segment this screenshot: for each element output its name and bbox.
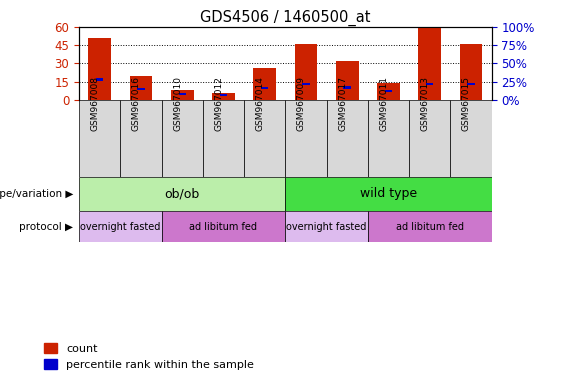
Text: ad libitum fed: ad libitum fed bbox=[396, 222, 464, 232]
Text: GSM967012: GSM967012 bbox=[215, 76, 224, 131]
Bar bbox=[327, 100, 368, 177]
Bar bbox=[171, 90, 194, 100]
Bar bbox=[79, 100, 120, 177]
Text: overnight fasted: overnight fasted bbox=[286, 222, 367, 232]
Text: GSM967015: GSM967015 bbox=[462, 76, 471, 131]
Text: GSM967009: GSM967009 bbox=[297, 76, 306, 131]
Text: GSM967013: GSM967013 bbox=[421, 76, 430, 131]
Bar bbox=[244, 100, 285, 177]
Bar bbox=[129, 76, 153, 100]
Text: protocol ▶: protocol ▶ bbox=[19, 222, 73, 232]
Bar bbox=[261, 87, 268, 89]
Bar bbox=[418, 28, 441, 100]
Bar bbox=[88, 38, 111, 100]
Text: GSM967017: GSM967017 bbox=[338, 76, 347, 131]
Bar bbox=[96, 78, 103, 81]
Bar bbox=[162, 100, 203, 177]
Bar bbox=[285, 100, 327, 177]
Text: ad libitum fed: ad libitum fed bbox=[189, 222, 258, 232]
Text: GSM967008: GSM967008 bbox=[91, 76, 100, 131]
Bar bbox=[467, 83, 475, 85]
Bar bbox=[285, 211, 368, 242]
Text: GSM967014: GSM967014 bbox=[256, 76, 265, 131]
Bar bbox=[368, 211, 492, 242]
Bar bbox=[220, 94, 227, 96]
Bar bbox=[426, 83, 433, 85]
Title: GDS4506 / 1460500_at: GDS4506 / 1460500_at bbox=[200, 9, 371, 25]
Bar bbox=[79, 211, 162, 242]
Bar bbox=[120, 100, 162, 177]
Bar bbox=[409, 100, 450, 177]
Bar bbox=[162, 211, 285, 242]
Legend: count, percentile rank within the sample: count, percentile rank within the sample bbox=[40, 339, 258, 375]
Bar bbox=[203, 100, 244, 177]
Bar bbox=[212, 93, 235, 100]
Bar bbox=[302, 83, 310, 85]
Bar bbox=[377, 83, 400, 100]
Text: ob/ob: ob/ob bbox=[164, 187, 200, 200]
Bar bbox=[344, 86, 351, 89]
Text: genotype/variation ▶: genotype/variation ▶ bbox=[0, 189, 73, 199]
Text: GSM967016: GSM967016 bbox=[132, 76, 141, 131]
Bar bbox=[179, 93, 186, 95]
Bar bbox=[336, 61, 359, 100]
Bar bbox=[459, 44, 483, 100]
Bar bbox=[294, 44, 318, 100]
Text: GSM967010: GSM967010 bbox=[173, 76, 182, 131]
Text: GSM967011: GSM967011 bbox=[380, 76, 389, 131]
Bar bbox=[450, 100, 492, 177]
Text: overnight fasted: overnight fasted bbox=[80, 222, 160, 232]
Text: wild type: wild type bbox=[360, 187, 417, 200]
Bar bbox=[368, 100, 409, 177]
Bar bbox=[285, 177, 492, 211]
Bar bbox=[385, 90, 392, 92]
Bar bbox=[253, 68, 276, 100]
Bar bbox=[79, 177, 285, 211]
Bar bbox=[137, 88, 145, 90]
